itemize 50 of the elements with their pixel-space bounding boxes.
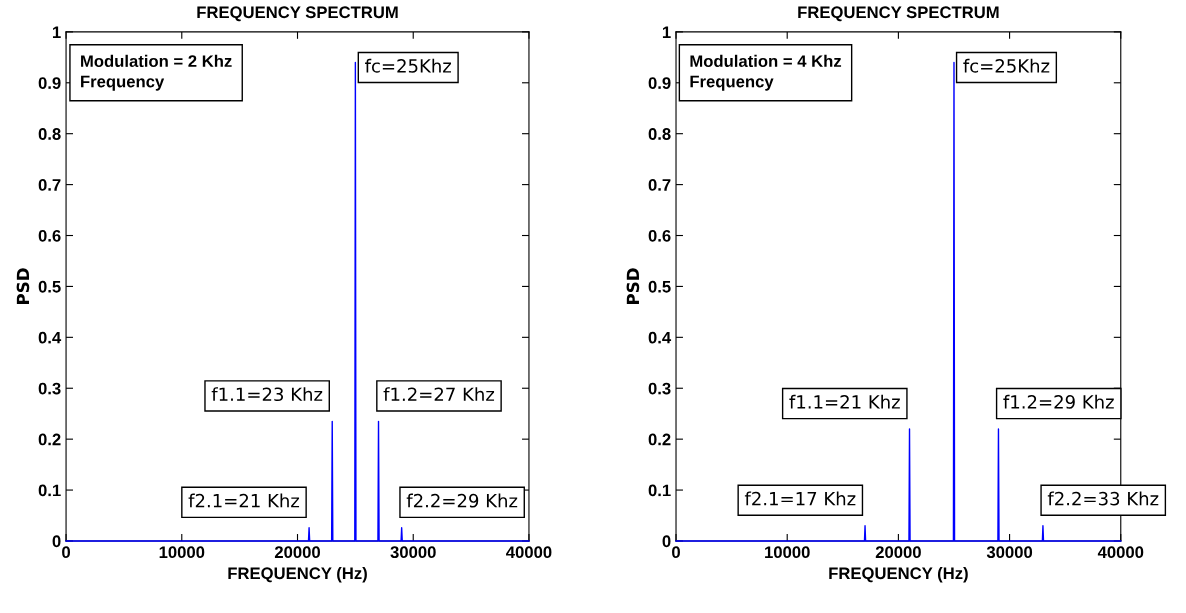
y-tick-label: 0.7 [648, 179, 671, 191]
annotation: f2.1=21 Khz [188, 493, 300, 508]
chart-title: FREQUENCY SPECTRUM [197, 6, 398, 22]
annotation: Modulation = 2 Khz Frequency [81, 54, 232, 91]
y-tick-label: 0.1 [648, 484, 671, 497]
x-tick-label: 20000 [274, 546, 320, 559]
annotation: fc=25Khz [365, 58, 451, 73]
annotation: f1.1=23 Khz [211, 387, 323, 402]
y-tick-label: 0.2 [648, 433, 671, 446]
y-tick-label: 0.3 [38, 382, 61, 395]
x-tick-label: 20000 [875, 546, 921, 559]
x-tick-label: 0 [672, 546, 680, 559]
y-tick-label: 0.5 [38, 280, 61, 293]
y-tick-label: 0.1 [38, 484, 61, 497]
annotation: f1.2=27 Khz [383, 387, 495, 401]
y-tick-label: 0.6 [38, 229, 61, 242]
x-axis-title: FREQUENCY (Hz) [829, 566, 968, 583]
y-tick-label: 0 [662, 535, 671, 548]
annotation: f2.2=29 Khz [406, 493, 518, 508]
y-tick-label: 0.5 [648, 280, 671, 293]
y-tick-label: 0.8 [38, 128, 61, 140]
annotation: f1.1=21 Khz [789, 394, 900, 409]
y-tick-label: 0 [52, 535, 61, 548]
y-tick-label: 0.6 [648, 229, 671, 242]
y-tick-label: 0.3 [648, 382, 671, 395]
x-tick-label: 0 [62, 546, 71, 559]
annotation: f1.2=29 Khz [1003, 394, 1114, 409]
y-tick-label: 0.8 [648, 128, 671, 140]
y-axis-title: PSD [16, 268, 30, 304]
annotation: f2.2=33 Khz [1047, 491, 1159, 506]
annotation: fc=25Khz [963, 58, 1050, 73]
y-tick-label: 1 [52, 26, 61, 38]
x-tick-label: 30000 [986, 546, 1033, 559]
chart-title: FREQUENCY SPECTRUM [798, 6, 999, 22]
y-axis-title: PSD [626, 268, 640, 304]
x-tick-label: 40000 [1097, 546, 1144, 559]
y-tick-label: 0.2 [38, 433, 61, 446]
y-tick-label: 0.9 [38, 77, 61, 89]
x-axis-title: FREQUENCY (Hz) [228, 566, 367, 583]
annotation: Modulation = 4 Khz Frequency [690, 54, 842, 91]
y-tick-label: 0.7 [38, 179, 61, 191]
annotation: f2.1=17 Khz [744, 491, 856, 506]
x-tick-label: 10000 [159, 546, 205, 559]
x-tick-label: 40000 [506, 546, 552, 559]
y-tick-label: 0.4 [648, 331, 672, 344]
x-tick-label: 30000 [390, 546, 436, 559]
x-tick-label: 10000 [765, 546, 810, 559]
y-tick-label: 0.4 [38, 331, 62, 344]
y-tick-label: 1 [662, 26, 671, 38]
y-tick-label: 0.9 [648, 77, 671, 89]
